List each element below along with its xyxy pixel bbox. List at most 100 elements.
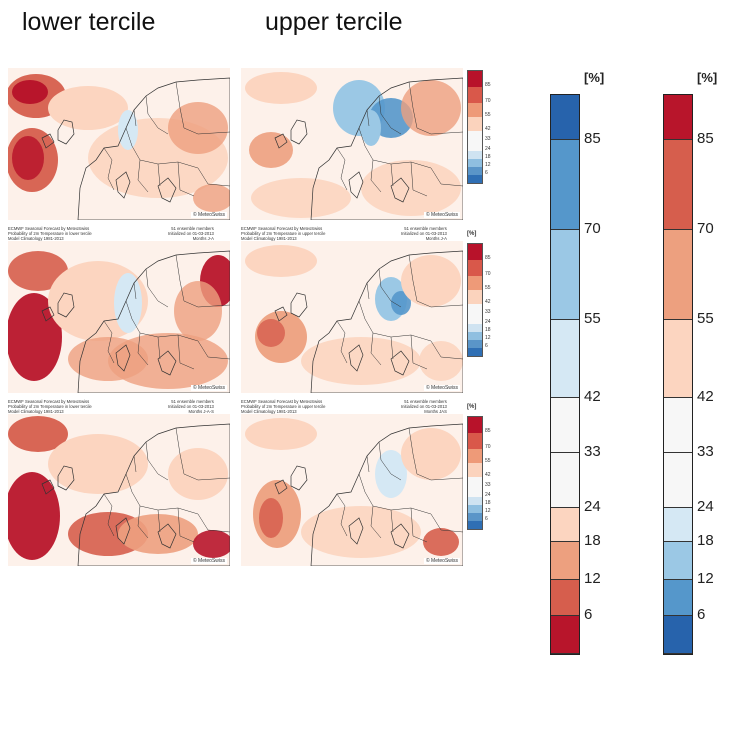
blue-scale-legend-label: 12	[584, 570, 601, 587]
mini-legend-label: 85	[485, 82, 491, 88]
red-scale-legend-label: 42	[697, 388, 714, 405]
mini-legend-segment	[468, 244, 482, 260]
mini-legend-segment	[468, 71, 482, 87]
mini-legend-segment	[468, 463, 482, 477]
mini-legend-label: 18	[485, 500, 491, 506]
meteoswiss-watermark: © MeteoSwiss	[423, 558, 460, 564]
mini-legend-segment	[468, 433, 482, 449]
blue-scale-legend-label: 85	[584, 130, 601, 147]
mini-legend-label: 55	[485, 112, 491, 118]
red-scale-legend-segment	[664, 580, 692, 616]
blue-scale-legend-segment	[551, 320, 579, 398]
mini-legend-segment	[468, 513, 482, 521]
meteoswiss-watermark: © MeteoSwiss	[190, 212, 227, 218]
mini-legend-segment	[468, 260, 482, 276]
red-scale-legend-label: 55	[697, 310, 714, 327]
blue-scale-legend-segment	[551, 508, 579, 542]
upper-map-caption-right: 51 ensemble members Initialized on 01-03…	[401, 226, 447, 241]
upper-tercile-map: © MeteoSwiss	[241, 68, 463, 220]
blue-scale-legend-label: 18	[584, 532, 601, 549]
meteoswiss-watermark: © MeteoSwiss	[423, 212, 460, 218]
mini-legend-segment	[468, 340, 482, 348]
mini-legend-segment	[468, 141, 482, 151]
mini-legend-segment	[468, 417, 482, 433]
mini-legend-segment	[468, 87, 482, 103]
mini-legend-segment	[468, 497, 482, 505]
meteoswiss-watermark: © MeteoSwiss	[190, 558, 227, 564]
mini-legend-segment	[468, 324, 482, 332]
mini-legend-label: 55	[485, 458, 491, 464]
mini-legend-label: 12	[485, 162, 491, 168]
upper-tercile-map: © MeteoSwiss	[241, 241, 463, 393]
red-scale-legend-segment	[664, 398, 692, 453]
mini-legend-label: 12	[485, 335, 491, 341]
red-scale-legend-label: 24	[697, 498, 714, 515]
mini-legend-label: 85	[485, 255, 491, 261]
blue-scale-legend	[550, 94, 580, 655]
mini-legend-label: 33	[485, 136, 491, 142]
blue-scale-legend-segment	[551, 140, 579, 230]
mini-color-legend	[467, 243, 483, 357]
mini-legend-label: 18	[485, 154, 491, 160]
red-scale-legend-segment	[664, 453, 692, 508]
mini-legend-segment	[468, 521, 482, 529]
mini-legend-label: 42	[485, 472, 491, 478]
mini-legend-label: 33	[485, 309, 491, 315]
mini-legend-unit: [%]	[467, 404, 477, 410]
mini-legend-segment	[468, 117, 482, 131]
red-scale-legend-label: 12	[697, 570, 714, 587]
red-scale-legend-label: 6	[697, 606, 706, 623]
mini-legend-segment	[468, 290, 482, 304]
blue-scale-legend-label: 55	[584, 310, 601, 327]
blue-scale-legend-segment	[551, 580, 579, 616]
mini-legend-segment	[468, 175, 482, 183]
lower-map-caption-right: 51 ensemble members Initialized on 01-03…	[168, 399, 214, 414]
mini-legend-label: 70	[485, 98, 491, 104]
mini-legend-label: 18	[485, 327, 491, 333]
mini-legend-label: 6	[485, 516, 488, 522]
blue-scale-legend-label: 24	[584, 498, 601, 515]
upper-tercile-map: © MeteoSwiss	[241, 414, 463, 566]
mini-color-legend	[467, 416, 483, 530]
mini-legend-label: 55	[485, 285, 491, 291]
meteoswiss-watermark: © MeteoSwiss	[423, 385, 460, 391]
blue-scale-legend-segment	[551, 398, 579, 453]
mini-legend-label: 24	[485, 319, 491, 325]
mini-legend-label: 24	[485, 146, 491, 152]
upper-map-caption-right: 51 ensemble members Initialized on 01-03…	[401, 399, 447, 414]
mini-legend-segment	[468, 159, 482, 167]
lower-tercile-map: © MeteoSwiss	[8, 68, 230, 220]
mini-legend-label: 42	[485, 126, 491, 132]
red-scale-legend-segment	[664, 320, 692, 398]
mini-legend-segment	[468, 167, 482, 175]
upper-map-caption: ECMWF Seasonal Forecast by MeteoSwiss Pr…	[241, 226, 326, 241]
blue-scale-legend-label: 33	[584, 443, 601, 460]
blue-scale-legend-segment	[551, 616, 579, 654]
mini-legend-label: 24	[485, 492, 491, 498]
header-lower-tercile: lower tercile	[22, 8, 156, 36]
lower-tercile-map: © MeteoSwiss	[8, 241, 230, 393]
mini-legend-segment	[468, 487, 482, 497]
mini-legend-label: 12	[485, 508, 491, 514]
mini-legend-segment	[468, 304, 482, 314]
meteoswiss-watermark: © MeteoSwiss	[190, 385, 227, 391]
header-upper-tercile: upper tercile	[265, 8, 403, 36]
mini-legend-label: 70	[485, 444, 491, 450]
mini-legend-segment	[468, 332, 482, 340]
mini-legend-segment	[468, 348, 482, 356]
red-scale-legend-segment	[664, 616, 692, 654]
mini-legend-label: 33	[485, 482, 491, 488]
mini-legend-label: 6	[485, 170, 488, 176]
mini-legend-segment	[468, 449, 482, 463]
red-scale-legend-segment	[664, 508, 692, 542]
mini-color-legend	[467, 70, 483, 184]
red-scale-legend-unit: [%]	[697, 70, 718, 85]
lower-map-caption-right: 51 ensemble members Initialized on 01-03…	[168, 226, 214, 241]
blue-scale-legend-unit: [%]	[584, 70, 605, 85]
blue-scale-legend-segment	[551, 542, 579, 580]
mini-legend-segment	[468, 103, 482, 117]
lower-tercile-map: © MeteoSwiss	[8, 414, 230, 566]
red-scale-legend-segment	[664, 230, 692, 320]
mini-legend-segment	[468, 505, 482, 513]
red-scale-legend-segment	[664, 95, 692, 140]
